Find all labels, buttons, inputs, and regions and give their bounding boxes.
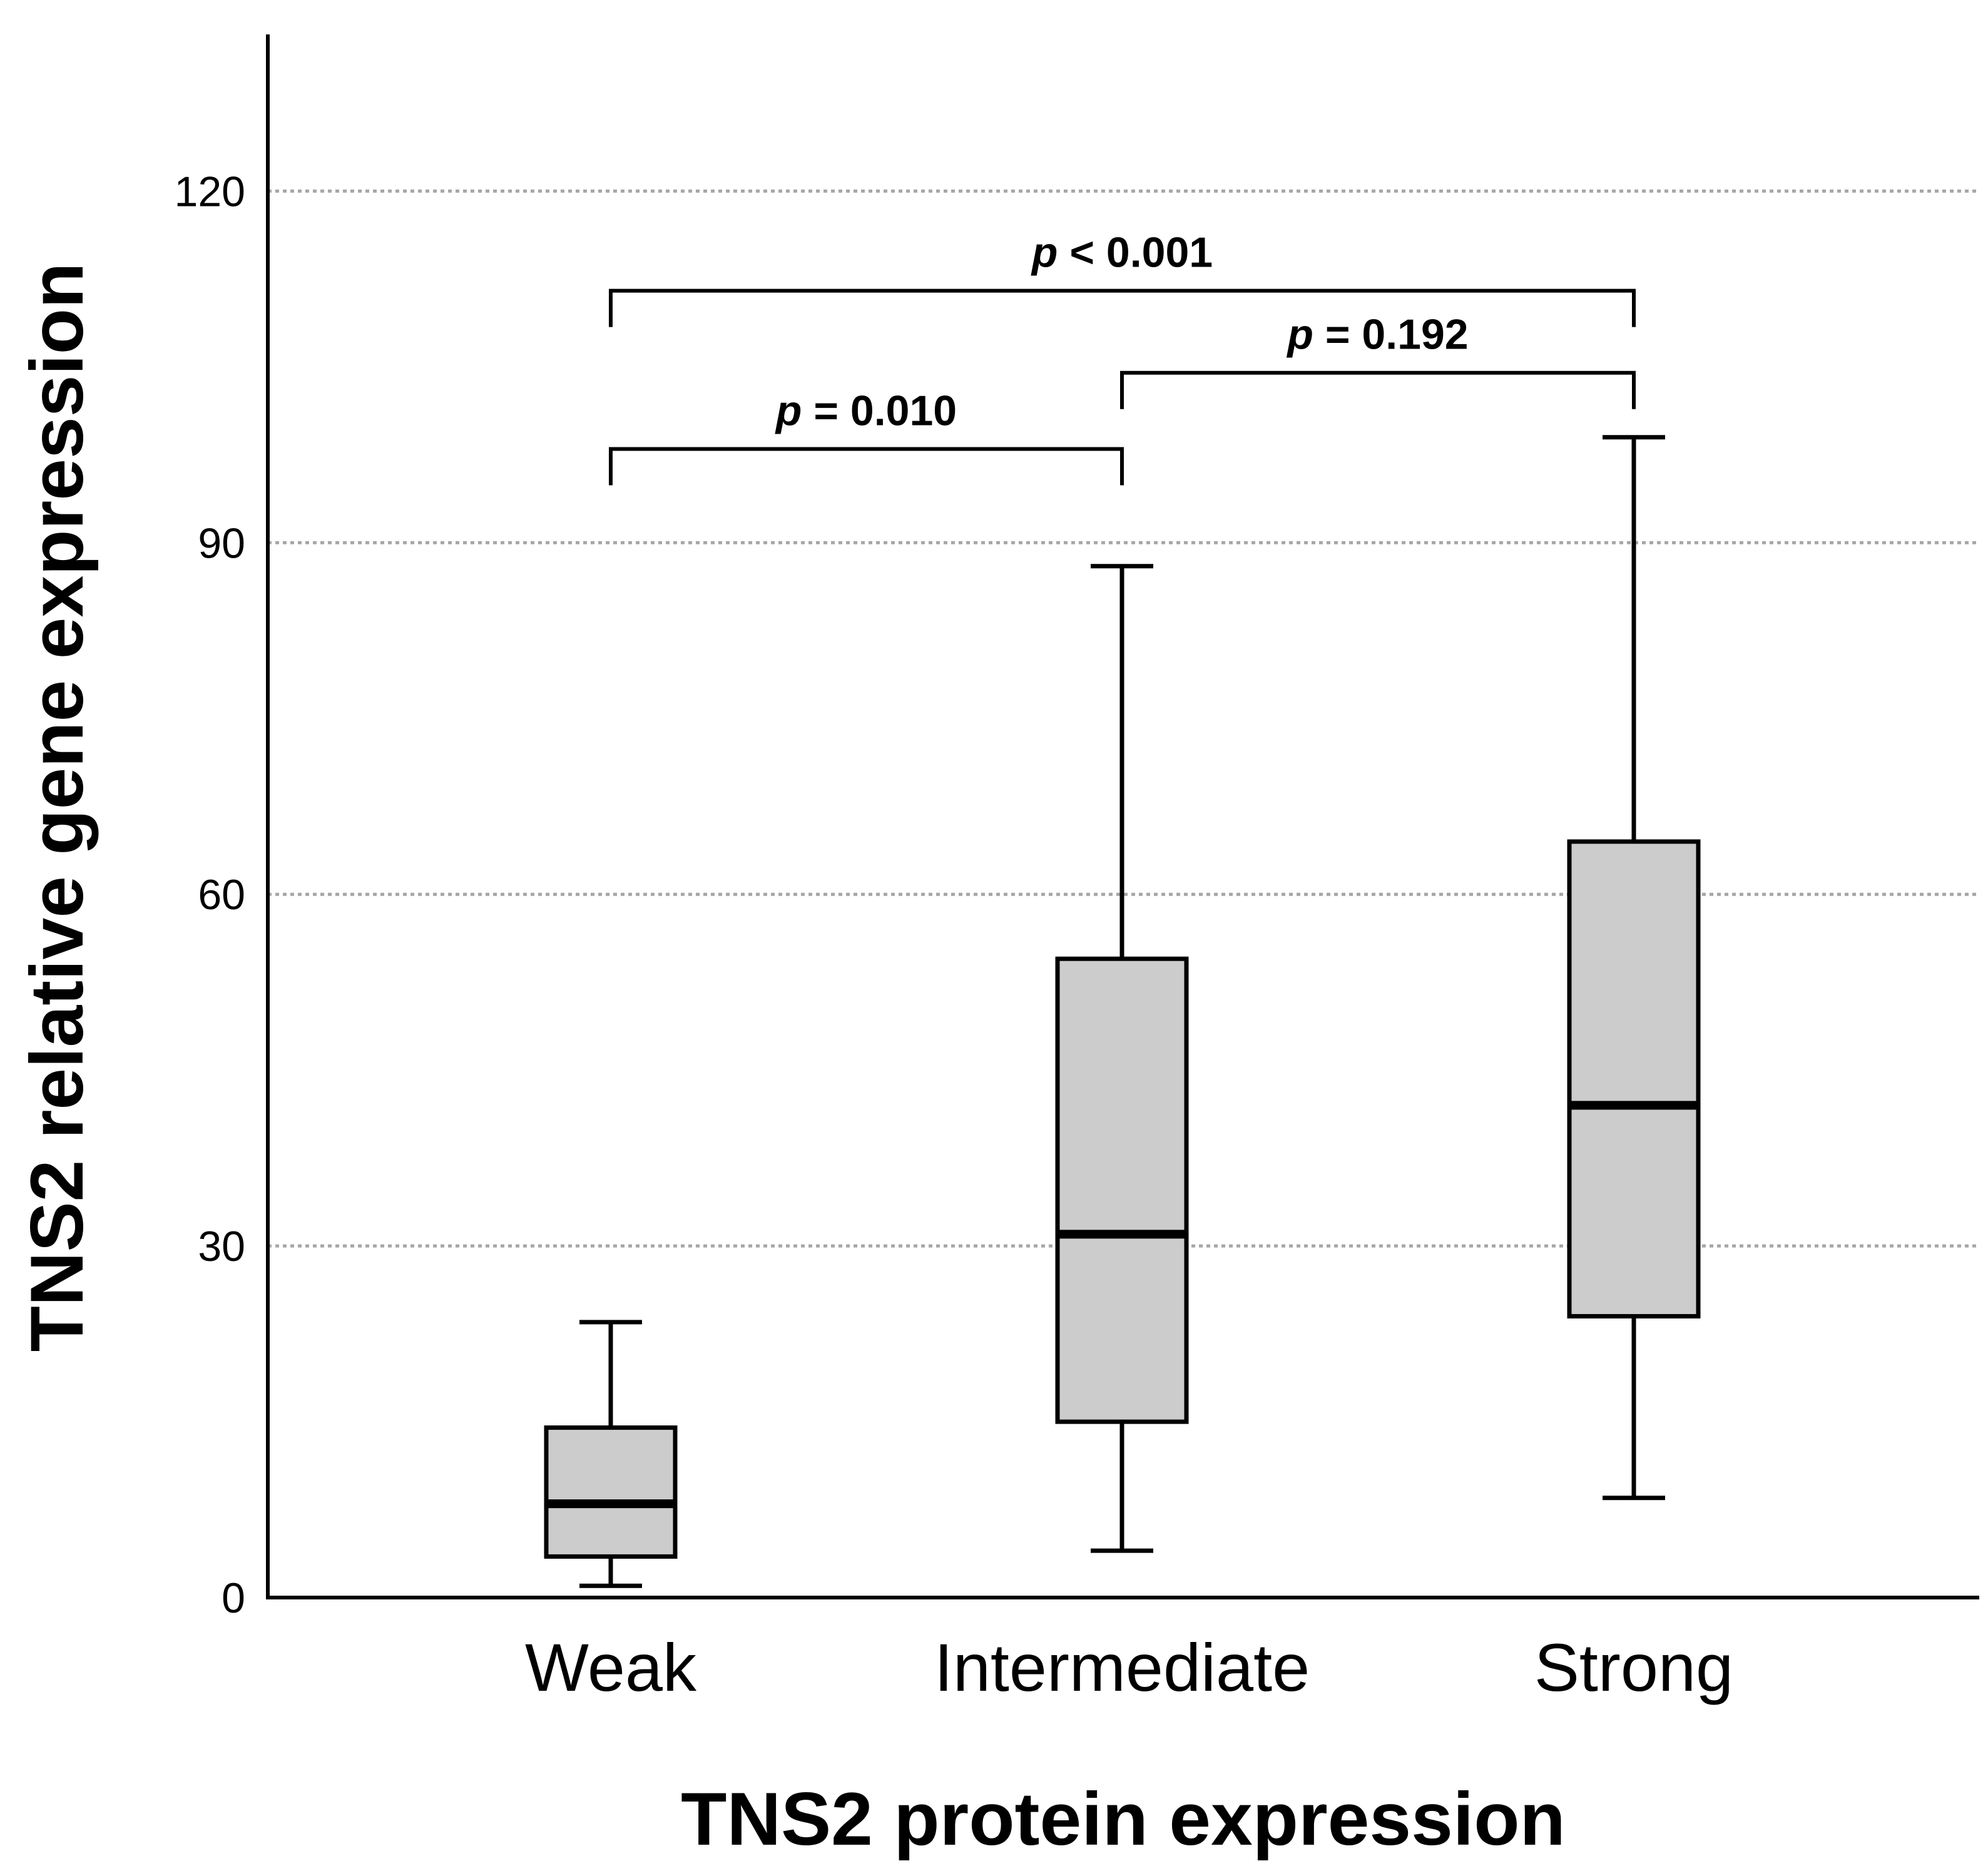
significance-bracket: p < 0.001 [609, 229, 1636, 327]
x-category-label-strong: Strong [1534, 1629, 1733, 1705]
significance-bracket: p = 0.192 [1120, 311, 1636, 409]
x-axis-title: TNS2 protein expression [681, 1777, 1566, 1861]
p-value: = 0.010 [802, 387, 957, 434]
y-axis-title: TNS2 relative gene expression [15, 263, 99, 1352]
iqr-box [1055, 956, 1189, 1424]
p-value-label: p < 0.001 [1031, 229, 1213, 277]
bracket-line [609, 447, 1124, 486]
bracket-line [1120, 370, 1636, 409]
iqr-box [1567, 839, 1701, 1318]
iqr-box [544, 1425, 678, 1559]
y-tick-label-60: 60 [198, 871, 245, 919]
y-tick-label-90: 90 [198, 519, 245, 567]
p-symbol: p [1286, 311, 1313, 359]
box-series [544, 435, 1701, 1588]
p-symbol: p [775, 387, 802, 434]
box-intermediate [1055, 564, 1189, 1553]
p-value-label: p = 0.192 [1286, 311, 1468, 359]
y-tick-label-120: 120 [175, 168, 245, 215]
y-tick-label-30: 30 [198, 1223, 245, 1270]
x-category-labels: Weak Intermediate Strong [525, 1629, 1733, 1705]
box-weak [544, 1320, 678, 1588]
y-tick-labels: 0 30 60 90 120 [175, 168, 245, 1622]
x-category-label-intermediate: Intermediate [934, 1629, 1310, 1705]
axes [266, 34, 1979, 1599]
p-value-label: p = 0.010 [775, 387, 957, 434]
p-value: = 0.192 [1313, 311, 1469, 359]
bracket-line [609, 288, 1636, 327]
x-category-label-weak: Weak [525, 1629, 697, 1705]
p-symbol: p [1031, 229, 1058, 277]
box-strong [1567, 435, 1701, 1501]
p-value: < 0.001 [1058, 229, 1213, 277]
y-tick-label-0: 0 [222, 1574, 245, 1622]
significance-bracket: p = 0.010 [609, 387, 1124, 486]
